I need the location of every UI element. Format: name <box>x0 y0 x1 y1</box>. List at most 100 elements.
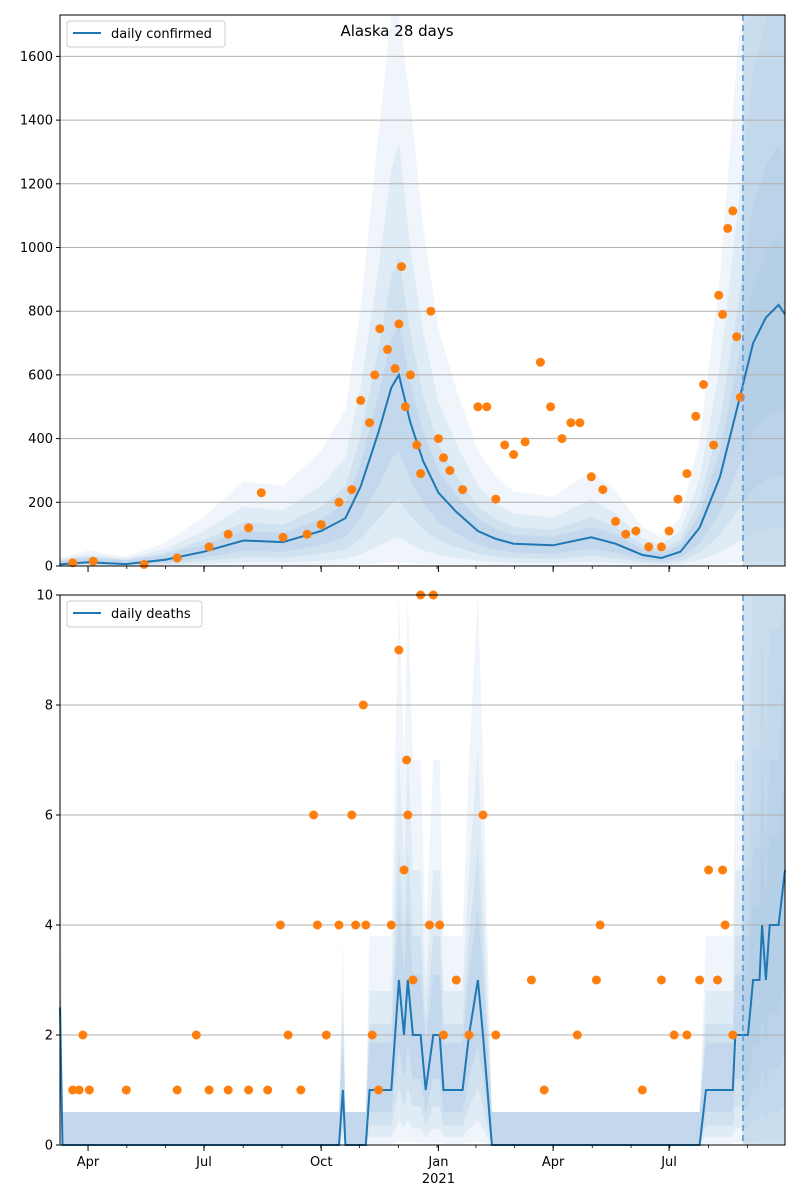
x-tick-label: Jul <box>660 1155 677 1170</box>
confirmed-data-point <box>390 364 400 373</box>
confirmed-y-tick-label: 0 <box>45 560 53 575</box>
confirmed-y-tick-label: 1600 <box>20 50 53 65</box>
confirmed-data-point <box>68 558 78 568</box>
confirmed-data-point <box>223 529 233 539</box>
x-tick-label: Jul <box>195 1155 212 1170</box>
deaths-data-point <box>68 1085 78 1095</box>
deaths-data-point <box>321 1030 331 1040</box>
confirmed-data-point <box>611 516 620 526</box>
deaths-data-point <box>713 975 722 985</box>
confirmed-data-point <box>598 485 608 495</box>
deaths-data-point <box>367 1030 377 1040</box>
confirmed-band-1 <box>60 15 785 566</box>
confirmed-y-tick-label: 1400 <box>20 114 53 129</box>
deaths-data-point <box>728 1030 738 1040</box>
deaths-y-axis: 0 2 4 6 8 10 <box>36 589 60 1154</box>
deaths-data-point <box>720 920 730 930</box>
x-tick-label: Apr <box>542 1155 565 1170</box>
deaths-data-point <box>263 1085 273 1095</box>
deaths-data-point <box>718 865 728 875</box>
confirmed-data-point <box>673 494 683 504</box>
confirmed-plot-frame <box>59 14 786 567</box>
deaths-data-point <box>394 645 404 655</box>
deaths-data-point <box>637 1085 647 1095</box>
confirmed-data-point <box>728 206 738 216</box>
deaths-data-point <box>223 1085 233 1095</box>
confirmed-legend: daily confirmed <box>66 20 226 48</box>
confirmed-uncertainty-bands <box>60 15 785 566</box>
confirmed-data-point <box>375 324 385 334</box>
confirmed-data-point <box>482 402 492 412</box>
confirmed-data-point <box>439 453 448 463</box>
deaths-data-point <box>464 1030 474 1040</box>
confirmed-data-point <box>405 370 415 380</box>
deaths-legend: daily deaths <box>66 600 203 628</box>
confirmed-data-point <box>691 411 701 421</box>
deaths-y-tick-label: 2 <box>45 1029 53 1044</box>
confirmed-data-point <box>88 556 98 566</box>
confirmed-data-point <box>709 440 719 450</box>
deaths-points-layer <box>68 590 738 1095</box>
deaths-y-tick-label: 6 <box>45 809 53 824</box>
deaths-legend-label: daily deaths <box>111 607 191 622</box>
deaths-plot-frame <box>59 594 786 1146</box>
deaths-data-point <box>704 865 714 875</box>
confirmed-data-point <box>416 469 426 479</box>
confirmed-data-point <box>723 223 733 233</box>
confirmed-band-0 <box>60 15 785 566</box>
deaths-y-tick-label: 4 <box>45 919 53 934</box>
confirmed-data-point <box>316 520 326 530</box>
deaths-data-point <box>656 975 666 985</box>
deaths-data-point <box>591 975 601 985</box>
confirmed-points-layer <box>68 206 745 569</box>
confirmed-data-point <box>383 344 392 354</box>
deaths-data-point <box>296 1085 306 1095</box>
confirmed-data-point <box>412 440 422 450</box>
deaths-data-point <box>399 865 409 875</box>
confirmed-data-point <box>370 370 380 380</box>
deaths-data-point <box>403 810 413 820</box>
confirmed-data-point <box>204 542 214 552</box>
confirmed-data-point <box>621 529 631 539</box>
confirmed-data-point <box>365 418 375 428</box>
deaths-data-point <box>121 1085 131 1095</box>
deaths-data-point <box>374 1085 383 1095</box>
confirmed-data-point <box>458 485 468 495</box>
confirmed-data-point <box>334 497 344 507</box>
deaths-data-point <box>451 975 461 985</box>
deaths-data-point <box>572 1030 582 1040</box>
deaths-band-0 <box>60 595 785 1145</box>
deaths-data-point <box>695 975 705 985</box>
deaths-data-point <box>386 920 396 930</box>
deaths-data-point <box>309 810 319 820</box>
confirmed-legend-box <box>66 20 226 48</box>
confirmed-series-line <box>59 303 786 566</box>
confirmed-data-point <box>732 332 742 342</box>
deaths-data-point <box>74 1085 84 1095</box>
deaths-data-point <box>84 1085 94 1095</box>
confirmed-x-axis <box>87 566 748 572</box>
confirmed-data-point <box>244 523 254 533</box>
confirmed-legend-label: daily confirmed <box>111 27 212 42</box>
deaths-data-point <box>491 1030 501 1040</box>
confirmed-data-point <box>433 434 443 444</box>
confirmed-data-point <box>699 380 708 389</box>
deaths-data-point <box>283 1030 293 1040</box>
confirmed-data-point <box>557 434 567 444</box>
confirmed-data-point <box>664 526 674 536</box>
deaths-data-point <box>682 1030 692 1040</box>
confirmed-data-point <box>397 262 406 272</box>
confirmed-line-layer <box>59 303 786 566</box>
deaths-data-point <box>351 920 361 930</box>
deaths-data-point <box>191 1030 201 1040</box>
confirmed-panel: 0 200 400 600 800 1000 1200 1400 1600 Alaska 28 … <box>20 14 786 575</box>
deaths-data-point <box>204 1085 214 1095</box>
deaths-data-point <box>78 1030 88 1040</box>
x-tick-label: Apr <box>77 1155 100 1170</box>
confirmed-data-point <box>586 472 596 482</box>
confirmed-data-point <box>394 319 404 329</box>
deaths-y-tick-label: 0 <box>45 1139 53 1154</box>
x-tick-year-label: 2021 <box>422 1172 455 1187</box>
confirmed-data-point <box>500 440 510 450</box>
